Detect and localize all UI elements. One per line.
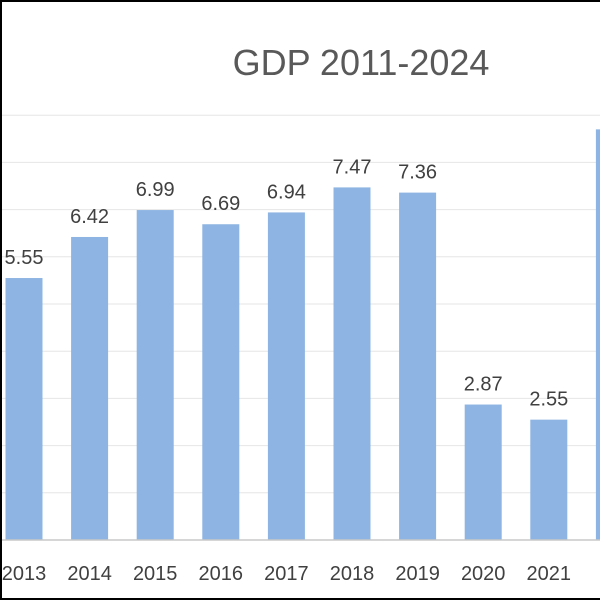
x-tick-2017: 2017 xyxy=(264,563,309,585)
x-tick-2016: 2016 xyxy=(199,563,244,585)
x-tick-2013: 2013 xyxy=(2,563,46,585)
x-tick-2014: 2014 xyxy=(67,563,112,585)
bar-2014 xyxy=(71,237,108,540)
bar-2020 xyxy=(465,405,502,540)
bar-2017 xyxy=(268,212,305,540)
data-label-2015: 6.99 xyxy=(136,179,175,201)
bar-2016 xyxy=(202,224,239,540)
bar-2018 xyxy=(334,187,371,540)
data-label-2021: 2.55 xyxy=(529,389,568,411)
chart-title: GDP 2011-2024 xyxy=(233,42,490,83)
x-tick-2018: 2018 xyxy=(330,563,375,585)
x-tick-2021: 2021 xyxy=(527,563,572,585)
x-tick-2015: 2015 xyxy=(133,563,178,585)
bar-2015 xyxy=(137,210,174,540)
data-label-2013: 5.55 xyxy=(5,247,44,269)
data-label-2016: 6.69 xyxy=(201,193,240,215)
x-tick-2020: 2020 xyxy=(461,563,506,585)
data-label-2014: 6.42 xyxy=(70,206,109,228)
data-label-2017: 6.94 xyxy=(267,181,306,203)
data-label-2018: 7.47 xyxy=(333,156,372,178)
bar-2019 xyxy=(399,193,436,540)
x-tick-2019: 2019 xyxy=(395,563,440,585)
data-label-2020: 2.87 xyxy=(464,374,503,396)
bar-2013 xyxy=(6,278,43,540)
bar-2022 xyxy=(596,129,600,540)
x-tick-labels: 20132014201520162017201820192020202120 xyxy=(2,563,600,585)
bar-2021 xyxy=(530,420,567,540)
data-label-2019: 7.36 xyxy=(398,162,437,184)
